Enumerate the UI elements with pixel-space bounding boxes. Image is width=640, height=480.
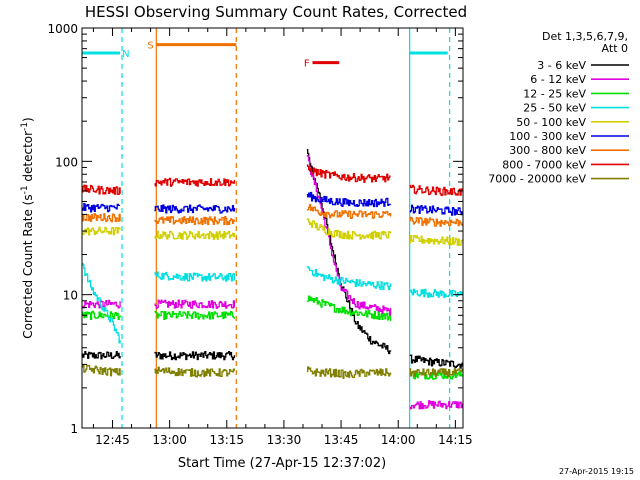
legend-label-4: 50 - 100 keV bbox=[516, 116, 586, 129]
series-line-1-segment-2 bbox=[306, 154, 392, 316]
series-line-2-segment-0 bbox=[82, 310, 121, 321]
series-line-3-segment-0 bbox=[82, 262, 121, 344]
series-line-5-segment-1 bbox=[154, 204, 236, 214]
series-line-8-segment-2 bbox=[306, 366, 392, 379]
plot-clip-group bbox=[82, 28, 463, 428]
series-line-3-segment-3 bbox=[409, 288, 463, 299]
series-line-3-segment-1 bbox=[154, 271, 236, 282]
y-axis-label-end: ) bbox=[21, 117, 35, 122]
x-axis-label: Start Time (27-Apr-15 12:37:02) bbox=[178, 456, 386, 471]
flag-label-n: N bbox=[122, 49, 129, 60]
y-axis-label-sup1: -1 bbox=[20, 185, 30, 194]
series-line-4-segment-3 bbox=[409, 234, 463, 246]
legend-label-2: 12 - 25 keV bbox=[523, 87, 586, 100]
x-tick-label-5: 14:00 bbox=[381, 433, 416, 447]
series-line-1-segment-0 bbox=[82, 299, 121, 309]
series-line-7-segment-2 bbox=[306, 164, 391, 183]
series-line-5-segment-0 bbox=[82, 203, 121, 213]
legend-label-5: 100 - 300 keV bbox=[509, 130, 586, 143]
flag-label-s: S bbox=[147, 41, 153, 52]
series-line-8-segment-3 bbox=[409, 368, 463, 378]
series-line-6-segment-1 bbox=[154, 216, 236, 226]
chart-title: HESSI Observing Summary Count Rates, Cor… bbox=[85, 3, 467, 21]
x-tick-label-4: 13:45 bbox=[324, 433, 359, 447]
series-line-0-segment-0 bbox=[82, 350, 121, 360]
legend-header-line-2: Att 0 bbox=[602, 42, 628, 55]
y-axis-label: Corrected Count Rate (s-1 detector-1) bbox=[20, 117, 35, 338]
x-tick-label-0: 12:45 bbox=[95, 433, 130, 447]
series-line-1-segment-1 bbox=[154, 299, 236, 309]
flag-label-f: F bbox=[304, 59, 310, 70]
legend-label-8: 7000 - 20000 keV bbox=[488, 173, 586, 186]
series-line-1-segment-3 bbox=[409, 400, 463, 410]
legend-label-0: 3 - 6 keV bbox=[537, 59, 586, 72]
footer-timestamp: 27-Apr-2015 19:15 bbox=[559, 467, 634, 476]
legend-header-line-1: Det 1,3,5,6,7,9, bbox=[542, 30, 628, 43]
series-line-7-segment-1 bbox=[154, 177, 236, 187]
series-line-2-segment-1 bbox=[154, 310, 236, 321]
series-line-2-segment-2 bbox=[306, 295, 392, 321]
y-axis: 1 10 100 1000 bbox=[47, 22, 463, 436]
y-axis-label-mid: detector bbox=[21, 131, 35, 186]
x-axis: 12:45 13:00 13:15 13:30 13:45 14:00 14:15 bbox=[92, 28, 473, 447]
series-line-5-segment-2 bbox=[306, 191, 392, 208]
series-line-0-segment-1 bbox=[154, 350, 236, 361]
x-tick-label-3: 13:30 bbox=[267, 433, 302, 447]
series-line-8-segment-1 bbox=[154, 366, 236, 378]
series-line-4-segment-2 bbox=[306, 218, 392, 240]
series-line-0-segment-3 bbox=[409, 354, 463, 369]
legend-label-3: 25 - 50 keV bbox=[523, 102, 586, 115]
series-line-8-segment-0 bbox=[82, 363, 121, 377]
series-line-7-segment-3 bbox=[409, 184, 463, 196]
x-tick-label-2: 13:15 bbox=[209, 433, 244, 447]
series-line-7-segment-0 bbox=[82, 184, 121, 195]
legend-label-1: 6 - 12 keV bbox=[530, 73, 586, 86]
legend-label-6: 300 - 800 keV bbox=[509, 144, 586, 157]
x-tick-label-6: 14:15 bbox=[438, 433, 473, 447]
series-line-6-segment-2 bbox=[306, 203, 392, 220]
y-axis-label-sup2: -1 bbox=[20, 122, 30, 131]
plot-area: N S F bbox=[82, 28, 463, 428]
y-tick-label-3: 1000 bbox=[47, 22, 78, 36]
plot-frame bbox=[81, 27, 464, 429]
series-line-6-segment-0 bbox=[82, 213, 121, 223]
legend-label-7: 800 - 7000 keV bbox=[502, 158, 586, 171]
y-axis-label-main: Corrected Count Rate (s bbox=[21, 194, 35, 338]
series-line-4-segment-1 bbox=[154, 230, 236, 240]
series-line-5-segment-3 bbox=[409, 204, 463, 216]
series-line-4-segment-0 bbox=[82, 226, 121, 236]
y-tick-label-1: 10 bbox=[63, 289, 78, 303]
series-line-6-segment-3 bbox=[409, 216, 463, 227]
y-tick-label-0: 1 bbox=[70, 422, 78, 436]
y-tick-label-2: 100 bbox=[55, 155, 78, 169]
series-line-3-segment-2 bbox=[306, 266, 392, 291]
x-tick-label-1: 13:00 bbox=[152, 433, 187, 447]
